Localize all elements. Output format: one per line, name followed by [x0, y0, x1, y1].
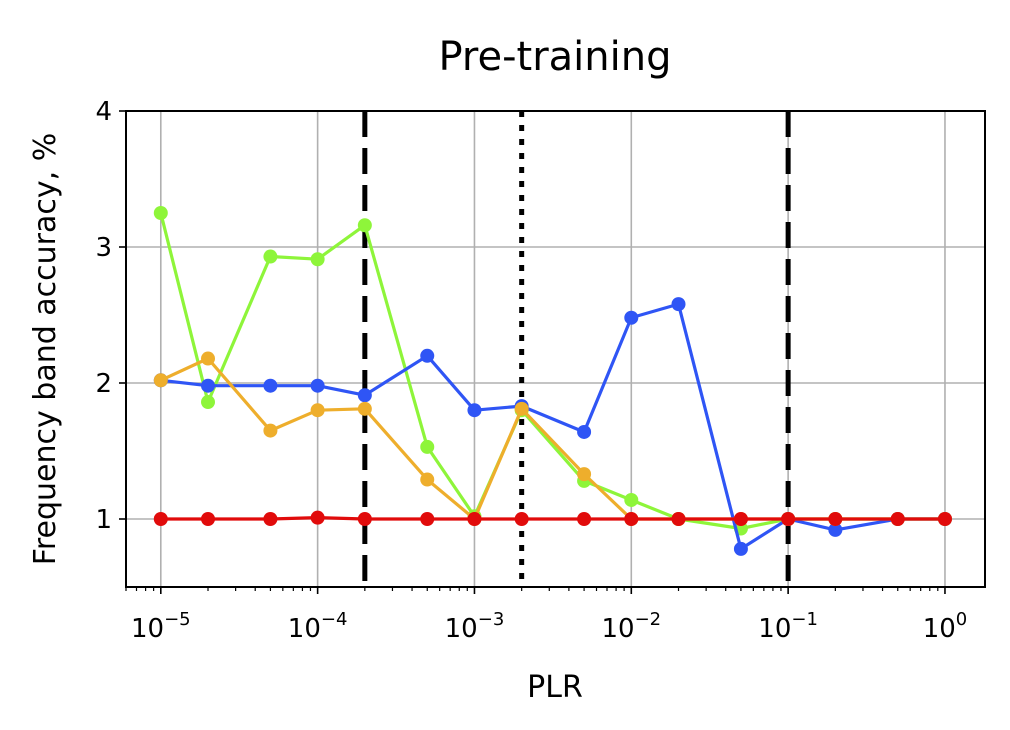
- series-line: [160, 302, 945, 551]
- data-point: [733, 541, 748, 556]
- x-tick-label: 100: [923, 609, 968, 644]
- series-line: [160, 515, 945, 521]
- data-point: [577, 424, 592, 439]
- data-point: [420, 348, 435, 363]
- data-point: [420, 472, 435, 487]
- y-tick-label: 4: [95, 97, 112, 127]
- plot-frame: [125, 110, 986, 588]
- data-point: [420, 512, 435, 526]
- data-point: [263, 378, 278, 393]
- series-4: [153, 510, 952, 526]
- data-point: [577, 512, 592, 526]
- data-point: [310, 378, 325, 393]
- data-point: [263, 249, 278, 264]
- data-point: [467, 512, 482, 526]
- tick-labels: 10−5 10−4 10−3 10−2 10−1 100 1 2 3 4: [95, 97, 967, 644]
- x-tick-label: 10−5: [131, 609, 191, 644]
- data-point: [153, 373, 168, 388]
- data-point: [357, 218, 372, 233]
- data-point: [263, 512, 278, 526]
- data-point: [357, 401, 372, 416]
- grid: [126, 110, 985, 587]
- data-point: [781, 512, 796, 526]
- x-tick-label: 10−2: [601, 609, 661, 644]
- data-point: [671, 512, 686, 526]
- data-point: [357, 388, 372, 403]
- data-point: [624, 310, 639, 325]
- data-point: [733, 512, 748, 526]
- data-point: [624, 492, 639, 507]
- y-axis-title: Frequency band accuracy, %: [28, 133, 63, 565]
- series-layer: [153, 206, 952, 556]
- data-point: [467, 403, 482, 418]
- data-point: [310, 252, 325, 267]
- data-point: [624, 512, 639, 526]
- data-point: [201, 395, 216, 410]
- series-line: [159, 212, 945, 531]
- data-point: [153, 512, 168, 526]
- data-point: [577, 467, 592, 482]
- data-point: [153, 206, 168, 220]
- data-point: [201, 351, 216, 366]
- data-point: [671, 297, 686, 312]
- y-tick-label: 1: [95, 505, 112, 535]
- data-point: [828, 522, 843, 537]
- series-3: [153, 351, 952, 526]
- y-tick-label: 3: [95, 233, 112, 263]
- reference-lines: [362, 111, 791, 587]
- data-point: [937, 512, 952, 526]
- chart-title: Pre-training: [439, 34, 672, 80]
- x-tick-label: 10−1: [758, 609, 818, 644]
- data-point: [310, 403, 325, 418]
- y-tick-label: 2: [95, 369, 112, 399]
- data-point: [514, 401, 529, 416]
- data-point: [514, 512, 529, 526]
- data-point: [201, 512, 216, 526]
- data-point: [201, 378, 216, 393]
- series-1: [153, 206, 952, 536]
- x-tick-label: 10−4: [288, 609, 348, 644]
- data-point: [310, 510, 325, 525]
- data-point: [890, 512, 905, 526]
- data-point: [263, 423, 278, 438]
- data-point: [420, 439, 435, 454]
- data-point: [828, 512, 843, 526]
- x-tick-label: 10−3: [445, 609, 505, 644]
- axis-ticks: [119, 110, 946, 594]
- data-point: [357, 512, 372, 526]
- x-axis-title: PLR: [527, 670, 583, 705]
